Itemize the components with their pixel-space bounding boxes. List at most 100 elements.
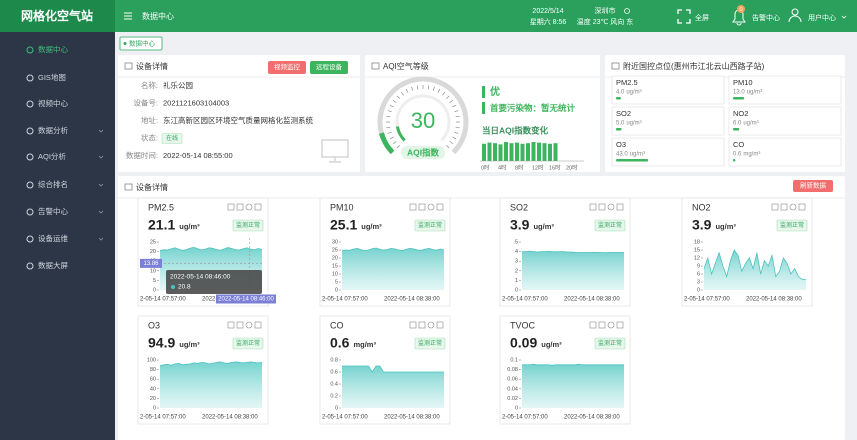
station-value: 43.0 [616,152,628,158]
refresh-label[interactable]: 刷新数据 [800,181,827,190]
menu-item[interactable]: AQI分析 [38,151,66,161]
tool-icon[interactable] [607,321,615,329]
card-name: NO2 [692,202,711,212]
tool-icon[interactable] [409,321,417,329]
alarm-button[interactable]: 告警中心 [752,13,780,22]
menu-item[interactable]: 设备运维 [38,233,68,243]
card-unit: ug/m³ [179,340,200,349]
line [159,361,263,367]
tool-icon[interactable] [227,321,235,329]
status-badge [161,133,183,144]
gauge-tick [454,110,459,113]
tool-icon[interactable] [598,321,606,329]
station-unit: mg/m³ [743,152,760,158]
tool-icon[interactable] [236,321,244,329]
station-unit: ug/m³ [630,152,645,158]
axis-pointer [140,258,162,268]
tool-icon[interactable] [254,203,262,211]
button-label[interactable]: 视频监控 [274,62,301,71]
field-value: 礼乐公园 [163,80,193,90]
status-label: 监测正常 [598,221,622,229]
menu-chevron [98,183,104,187]
panel-icon [124,183,133,191]
status-badge [414,219,446,232]
menu-icon [26,100,34,108]
tool-icon[interactable] [245,203,253,211]
city: 深圳市 [595,6,616,15]
tool-icon[interactable] [616,203,624,211]
tool-icon[interactable] [436,203,444,211]
tool-icon[interactable] [780,203,788,211]
area [704,250,806,290]
tool-icon[interactable] [607,203,615,211]
area [342,248,444,290]
button-label[interactable]: 远程设备 [316,62,343,71]
menu-icon [26,208,34,216]
tool-icon[interactable] [227,203,235,211]
menu-item[interactable]: 视频中心 [38,98,68,108]
tool-icon[interactable] [245,321,253,329]
tool-icon[interactable] [436,321,444,329]
station-unit: ug/m³ [626,90,641,96]
station-value: 4.0 [616,90,625,96]
card-name: CO [330,320,344,330]
fullscreen-icon [677,9,691,24]
hour-label: 20时 [566,163,578,171]
tool-icon[interactable] [418,321,426,329]
tab-label[interactable]: 数据中心 [129,39,156,48]
x-label: 2-05-14 07:57:00 [322,415,368,421]
tool-icon[interactable] [418,203,426,211]
menu-chevron [98,155,104,159]
card-unit: mg/m³ [353,340,376,349]
tool-icon[interactable] [589,321,597,329]
tool-icon[interactable] [427,321,435,329]
panel [118,176,845,440]
tool-icon[interactable] [616,321,624,329]
y-tick-label: 0 [515,287,518,293]
status-label: 监测正常 [418,221,442,229]
y-tick-label: 10 [150,268,156,274]
tab-dot [123,42,127,45]
y-tick-label: 0.02 [507,396,518,402]
status-label: 监测正常 [598,339,622,347]
y-tick-label: 0 [697,287,700,293]
menu-icon [26,46,34,54]
tool-icon[interactable] [798,203,806,211]
x-label: 2022-05-14 08:38:00 [564,415,620,421]
tool-icon[interactable] [254,321,262,329]
hourly-bar [504,142,508,161]
gauge-tick [452,104,457,108]
station-bar [616,97,621,100]
tool-icon[interactable] [598,203,606,211]
x-label: 2-05-14 07:57:00 [322,297,368,303]
menu-item[interactable]: 数据大屏 [38,260,68,270]
axis-pointer-label: 2022-05-14 08:46:00 [218,297,274,303]
aqi-level: 优 [490,85,500,98]
card-value: 0.09 [510,335,537,351]
gauge-tick [449,141,454,145]
menu-item[interactable]: 综合排名 [38,179,68,189]
tool-icon[interactable] [236,203,244,211]
menu-item[interactable]: GIS地图 [38,72,66,82]
menu-item[interactable]: 告警中心 [38,206,68,216]
tool-icon[interactable] [409,203,417,211]
tool-icon[interactable] [789,203,797,211]
tab [119,36,163,51]
y-tick-label: 3 [515,259,518,265]
y-tick-label: 0.04 [507,386,518,392]
menu-item[interactable]: 数据中心 [38,44,68,54]
field-label: 数据时间: [126,150,158,160]
y-tick-label: 2 [515,268,518,274]
hour-label: 0时 [481,163,490,171]
station-unit: ug/m³ [747,90,762,96]
field-value: 在线 [166,134,178,142]
tool-icon[interactable] [589,203,597,211]
tool-icon[interactable] [771,203,779,211]
user-button[interactable]: 用户中心 [808,13,836,22]
hourly-bar [520,143,525,161]
fullscreen-button[interactable]: 全屏 [695,13,709,22]
menu-item[interactable]: 数据分析 [38,125,68,135]
y-tick-label: 0.8 [330,357,338,363]
gauge-tick [427,85,430,90]
tool-icon[interactable] [427,203,435,211]
